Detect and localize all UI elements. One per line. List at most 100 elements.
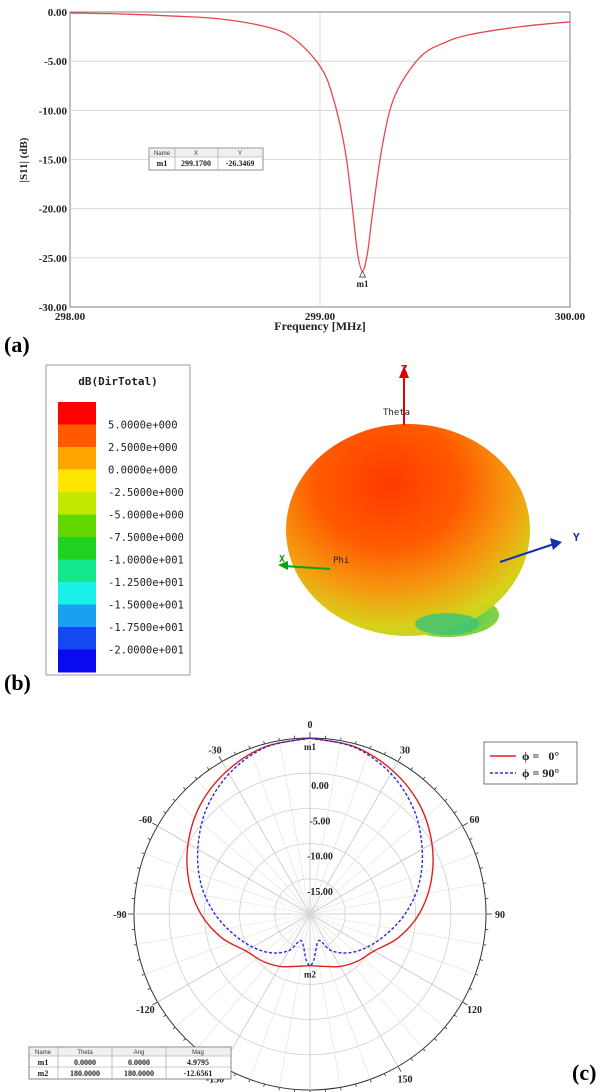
polar-radial-labels: 0.00 -5.00 -10.00 -15.00 xyxy=(307,781,333,898)
legend-swatch xyxy=(58,537,96,560)
polar-ring-tick xyxy=(475,852,479,855)
polar-angle-label: 60 xyxy=(470,815,480,826)
polar-angle-label: 150 xyxy=(398,1075,413,1086)
polar-angle-label: -30 xyxy=(208,745,221,756)
polar-radial-label: -10.00 xyxy=(307,852,333,863)
polar-ring-tick xyxy=(233,1073,236,1077)
polar-angle-label: -150 xyxy=(206,1075,224,1086)
polar-spoke xyxy=(309,748,371,915)
s11-chart: 0.00-5.00-10.00-15.00-20.00-25.00-30.00 … xyxy=(18,7,586,333)
polar-ring-tick xyxy=(163,1014,167,1017)
polar-ring-tick xyxy=(453,1014,457,1017)
polar-ring-tick xyxy=(207,767,210,771)
polar-table-m1-theta: 0.0000 xyxy=(74,1058,96,1067)
polar-ring-tick xyxy=(397,1066,402,1072)
polar-ring-tick xyxy=(483,882,487,884)
legend-level-label: -2.5000e+000 xyxy=(108,487,184,499)
polar-marker-m1: m1 xyxy=(304,742,316,752)
polar-ring-tick xyxy=(152,822,158,827)
legend-level-label: -2.0000e+001 xyxy=(108,645,184,657)
polar-spoke xyxy=(309,913,424,1050)
directivity-legend: dB(DirTotal) 5.0000e+000 2.5000e+000 0.000… xyxy=(45,364,191,676)
legend-title: dB(DirTotal) xyxy=(78,375,157,388)
legend-level-label: -1.5000e+001 xyxy=(108,600,184,612)
polar-spoke xyxy=(309,913,341,1088)
polar-ring-tick xyxy=(369,745,372,749)
polar-ring-tick xyxy=(133,944,137,946)
polar-ring-tick xyxy=(479,867,484,869)
s11-y-axis-label: |S11| (dB) xyxy=(18,137,30,182)
polar-table-header-name: Name xyxy=(35,1050,52,1056)
s11-marker-table: Name X Y m1 299.1700 -26.3469 xyxy=(148,147,264,171)
y-axis-arrow xyxy=(550,538,562,550)
polar-table-m2-mag: -12.6561 xyxy=(184,1069,213,1078)
polar-ring-tick xyxy=(172,1026,176,1030)
polar-ring-tick xyxy=(194,776,198,780)
polar-table-m1-name: m1 xyxy=(38,1058,49,1067)
polar-major-spoke xyxy=(309,761,399,915)
polar-ring-tick xyxy=(410,1057,413,1061)
polar-ring-tick xyxy=(248,745,251,749)
legend-swatch xyxy=(58,559,96,583)
polar-ring-tick xyxy=(384,1073,387,1077)
legend-swatch xyxy=(58,402,96,425)
legend-level-label: -1.0000e+001 xyxy=(108,555,184,567)
polar-major-spoke xyxy=(309,913,463,1003)
s11-y-tick-label: 0.00 xyxy=(48,7,68,19)
polar-ring-tick xyxy=(462,822,468,827)
polar-ring-tick xyxy=(152,1001,158,1006)
s11-table-cell-name: m1 xyxy=(157,159,168,168)
panel-label-b: (b) xyxy=(4,670,31,695)
polar-spoke xyxy=(144,853,311,915)
polar-spoke xyxy=(309,778,424,915)
polar-table-header-mag: Mag xyxy=(192,1050,204,1056)
s11-y-tick-label: -25.00 xyxy=(39,253,68,265)
legend-level-label: -1.7500e+001 xyxy=(108,622,184,634)
polar-marker-m2: m2 xyxy=(304,970,316,980)
legend-level-label: -7.5000e+000 xyxy=(108,532,184,544)
polar-ring-tick xyxy=(183,1038,186,1041)
polar-ring-tick xyxy=(141,973,145,976)
polar-spoke xyxy=(249,913,311,1080)
s11-table-cell-y: -26.3469 xyxy=(226,159,255,168)
s11-x-axis-label: Frequency [MHz] xyxy=(274,319,365,333)
polar-ring-tick xyxy=(133,882,137,884)
polar-table-m1-mag: 4.9795 xyxy=(187,1058,209,1067)
s11-x-ticks: 298.00 299.00 300.00 xyxy=(55,311,586,323)
polar-spoke xyxy=(174,913,311,1028)
polar-radial-label: -15.00 xyxy=(307,887,333,898)
legend-swatches xyxy=(58,402,96,673)
polar-spoke xyxy=(174,800,311,915)
polar-angle-label: 30 xyxy=(400,745,410,756)
polar-radial-label: 0.00 xyxy=(311,781,329,792)
s11-x-tick-label: 299.00 xyxy=(305,311,336,323)
polar-ring-tick xyxy=(355,1083,357,1088)
z-axis-label: Z xyxy=(401,363,408,376)
polar-ring-tick xyxy=(434,1038,437,1041)
polar-angle-label: 90 xyxy=(495,910,505,921)
legend-level-label: 5.0000e+000 xyxy=(108,420,178,432)
polar-angle-label: 120 xyxy=(467,1005,482,1016)
polar-ring-tick xyxy=(444,798,448,802)
legend-swatch xyxy=(58,514,96,538)
polar-spoke xyxy=(309,913,446,1028)
radiation-sphere xyxy=(286,424,530,637)
s11-y-ticks: 0.00 -5.00 -10.00 -15.00 -20.00 -25.00 -30.00 xyxy=(39,7,68,314)
polar-ring-tick xyxy=(263,740,265,745)
s11-y-tick-label: -5.00 xyxy=(44,56,67,68)
polar-spoke xyxy=(309,853,476,915)
polar-spoke xyxy=(249,748,311,915)
s11-table-header-y: Y xyxy=(238,151,242,157)
polar-ring-tick xyxy=(340,1087,342,1091)
legend-swatch xyxy=(58,627,96,650)
phi-label: Phi xyxy=(333,556,349,566)
polar-spoke xyxy=(136,913,311,945)
polar-spoke xyxy=(309,913,476,975)
polar-table-m2-name: m2 xyxy=(38,1069,49,1078)
s11-y-tick-label: -30.00 xyxy=(39,302,68,314)
polar-spoke xyxy=(309,740,341,915)
panel-label-c: (c) xyxy=(572,1060,597,1085)
polar-ring-tick xyxy=(422,776,426,780)
